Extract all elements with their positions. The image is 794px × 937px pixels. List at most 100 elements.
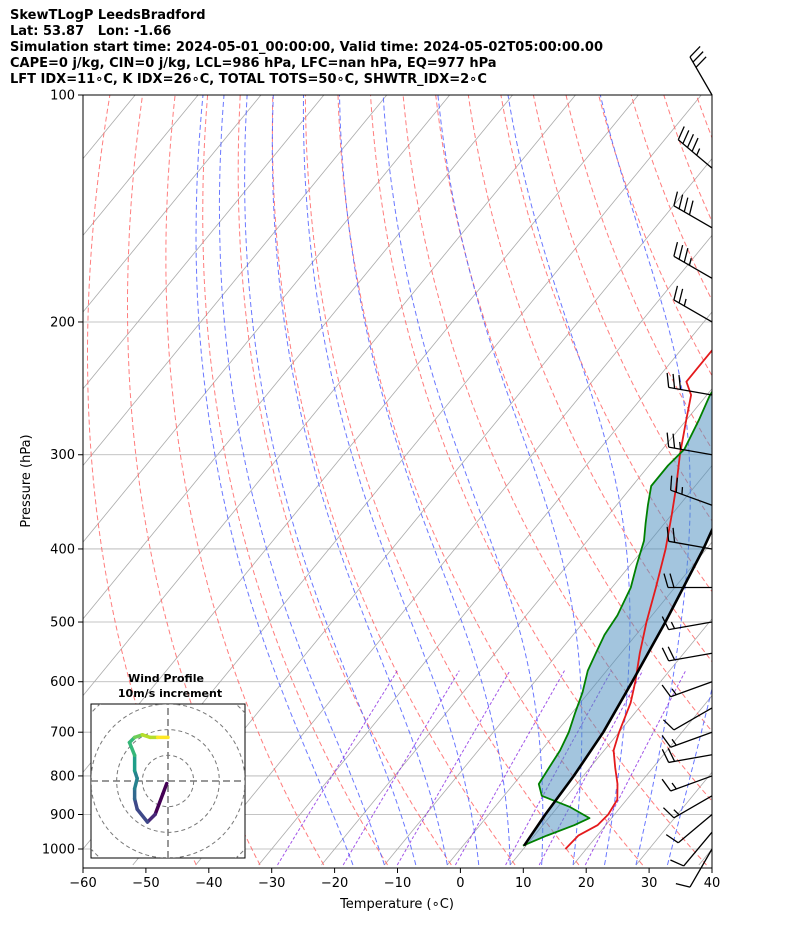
wind-barb	[670, 831, 713, 867]
dry-adiabat	[271, 95, 516, 866]
barb-flag	[692, 51, 704, 63]
barb-flag	[683, 247, 689, 263]
location-line: Lat: 53.87 Lon: -1.66	[10, 24, 172, 39]
barb-staff	[668, 754, 713, 764]
barb-flag	[665, 834, 679, 844]
isotherm-line	[83, 95, 451, 543]
barb-flag	[661, 735, 672, 748]
barb-flag	[661, 647, 670, 662]
barb-staff	[677, 139, 713, 169]
barb-staff	[689, 848, 713, 888]
barb-staff	[670, 731, 713, 748]
barb-half-flag	[681, 486, 684, 495]
cape-shading	[522, 392, 712, 846]
barb-flag	[695, 56, 707, 68]
x-tick-label: 20	[578, 876, 595, 891]
barb-half-flag	[670, 621, 676, 629]
wind-barb	[673, 285, 713, 323]
moist-adiabat	[437, 95, 583, 866]
barb-flag	[673, 241, 679, 257]
y-axis-label: Pressure (hPa)	[19, 434, 34, 527]
mixing-ratio-line	[584, 670, 687, 866]
barb-staff	[677, 814, 713, 844]
dry-adiabat	[787, 78, 794, 865]
dry-adiabat	[337, 95, 644, 866]
temperature-line	[564, 348, 712, 850]
barb-flag	[678, 374, 682, 390]
barb-staff	[668, 652, 713, 662]
barb-half-flag	[688, 258, 692, 266]
isotherm-line	[195, 234, 712, 866]
barb-staff	[673, 299, 713, 323]
barb-flag	[683, 197, 689, 212]
barb-flag	[666, 526, 670, 542]
dry-adiabat	[435, 95, 712, 733]
barb-half-flag	[679, 441, 682, 450]
barb-half-flag	[671, 688, 677, 696]
wind-barb	[666, 372, 713, 396]
isotherm-line	[83, 95, 325, 390]
dry-adiabat	[202, 95, 388, 866]
dry-adiabat	[723, 78, 794, 865]
wind-barb	[661, 775, 713, 792]
barb-flag	[661, 778, 672, 792]
chart-title: SkewTLogP LeedsBradford	[10, 8, 206, 23]
moist-adiabat	[599, 95, 691, 866]
x-axis-label: Temperature (∘C)	[339, 897, 454, 912]
index-line: LFT IDX=11∘C, K IDX=26∘C, TOTAL TOTS=50∘…	[10, 72, 487, 87]
dry-adiabat	[165, 95, 325, 866]
barb-flag	[677, 126, 685, 141]
barb-flag	[682, 130, 690, 144]
y-tick-label: 900	[50, 808, 75, 823]
y-tick-label: 100	[50, 89, 75, 104]
barb-staff	[668, 446, 713, 456]
hodograph-segment	[132, 776, 139, 791]
x-tick-label: −50	[132, 876, 159, 891]
isotherm-line	[698, 848, 712, 866]
y-tick-label: 400	[50, 542, 75, 557]
x-tick-label: −30	[258, 876, 285, 891]
dry-adiabat	[369, 95, 707, 866]
hodograph-segment	[132, 797, 139, 811]
wind-barb	[661, 731, 713, 748]
dry-adiabat	[304, 95, 580, 866]
barb-flag	[673, 191, 679, 206]
y-tick-label: 600	[50, 675, 75, 690]
x-tick-label: −60	[69, 876, 96, 891]
barb-flag	[670, 859, 684, 867]
wind-barb	[661, 748, 713, 764]
cape-line: CAPE=0 j/kg, CIN=0 j/kg, LCL=986 hPa, LF…	[10, 56, 497, 71]
barb-staff	[673, 795, 713, 819]
barb-staff	[668, 540, 713, 550]
barb-half-flag	[671, 782, 677, 790]
dry-adiabat	[500, 95, 712, 593]
barb-staff	[670, 681, 713, 698]
barb-flag	[672, 433, 676, 449]
hodograph-plot	[91, 704, 245, 858]
barb-flag	[661, 749, 670, 763]
axes: Temperature (∘C) Pressure (hPa) −60 −50 −4…	[19, 89, 720, 913]
wind-barb	[666, 432, 713, 456]
barb-half-flag	[671, 738, 677, 746]
barb-staff	[673, 255, 713, 279]
hodograph-title: Wind Profile	[128, 672, 204, 685]
wind-barb	[662, 707, 713, 731]
moist-adiabat	[338, 95, 511, 865]
hodograph-segment	[135, 807, 150, 824]
x-tick-label: 30	[641, 876, 658, 891]
barb-flag	[662, 719, 675, 731]
barb-flag	[661, 684, 672, 698]
barb-flag	[666, 372, 670, 388]
barb-staff	[683, 831, 713, 867]
hodograph-segment	[127, 740, 137, 758]
barb-flag	[667, 748, 676, 762]
moist-adiabat	[218, 95, 385, 866]
barb-flag	[672, 527, 676, 543]
barb-staff	[673, 205, 713, 229]
hodograph-subtitle: 10m/s increment	[118, 687, 222, 700]
wind-barb	[673, 241, 713, 279]
hodograph-segment	[145, 812, 157, 824]
y-tick-label: 800	[50, 769, 75, 784]
wind-barbs	[661, 45, 713, 888]
